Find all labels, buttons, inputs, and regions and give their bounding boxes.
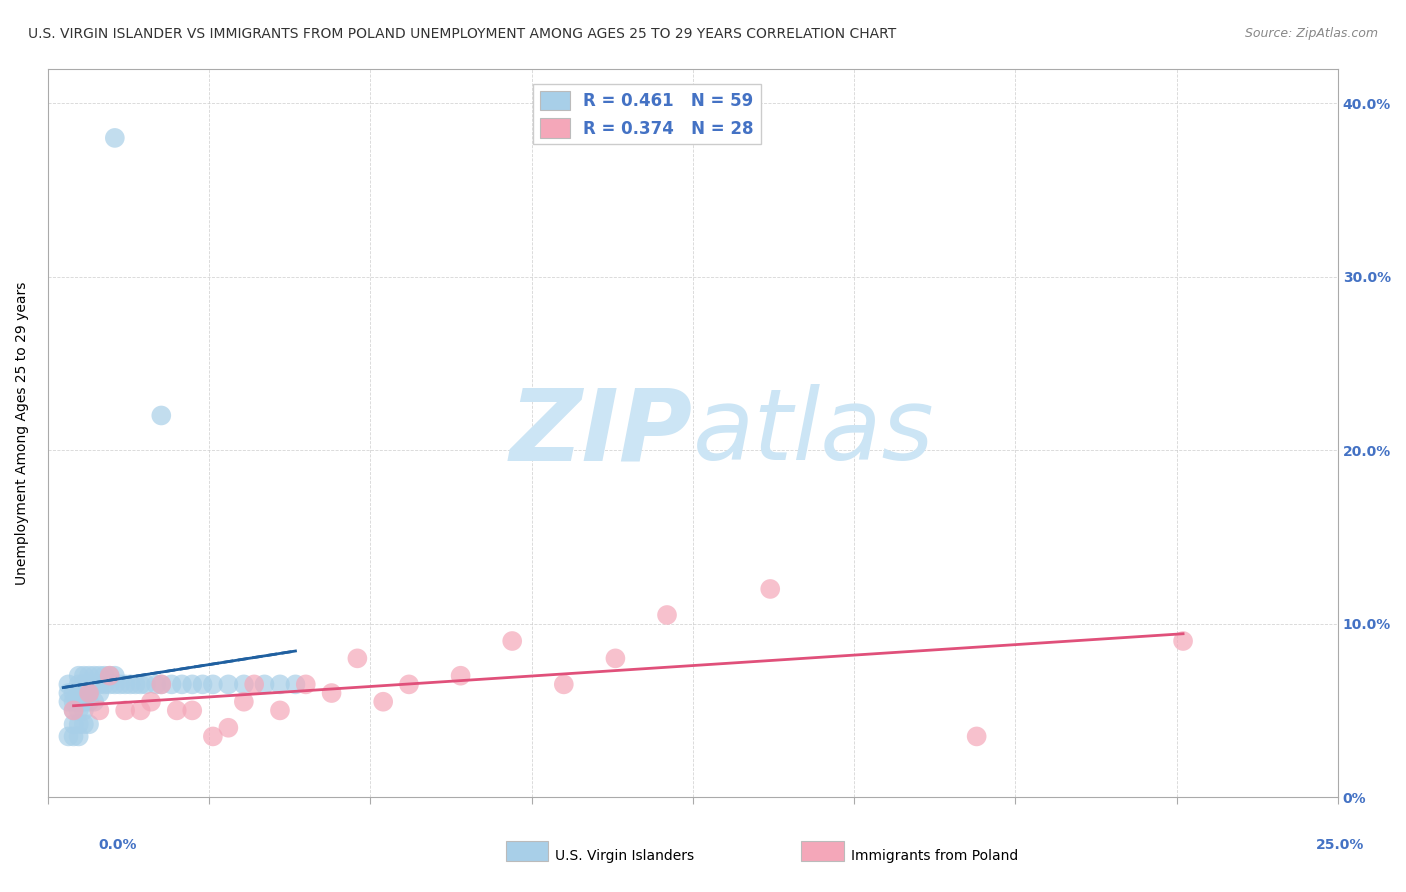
Point [501,634,523,648]
Point [145,677,167,691]
Point [77,686,100,700]
Point [67,695,90,709]
Point [62,686,84,700]
Point [605,651,627,665]
Point [77,717,100,731]
Point [73,677,96,691]
Point [104,677,127,691]
Point [67,730,90,744]
Point [73,669,96,683]
Point [120,677,142,691]
Point [129,677,152,691]
Point [83,669,105,683]
Point [67,669,90,683]
Point [1171,634,1194,648]
Point [58,677,80,691]
Point [269,677,291,691]
Point [217,677,239,691]
Text: 0.0%: 0.0% [98,838,136,853]
Point [77,686,100,700]
Point [150,677,173,691]
Text: U.S. VIRGIN ISLANDER VS IMMIGRANTS FROM POLAND UNEMPLOYMENT AMONG AGES 25 TO 29 : U.S. VIRGIN ISLANDER VS IMMIGRANTS FROM … [28,27,897,41]
Point [170,677,193,691]
Point [89,669,111,683]
Point [181,677,204,691]
Point [89,703,111,717]
Text: ZIP: ZIP [510,384,693,482]
Point [73,703,96,717]
Y-axis label: Unemployment Among Ages 25 to 29 years: Unemployment Among Ages 25 to 29 years [15,281,30,584]
Point [135,677,157,691]
Point [232,677,254,691]
Point [232,695,254,709]
Point [553,677,575,691]
Point [98,669,121,683]
Point [243,677,266,691]
Point [98,677,121,691]
Text: Immigrants from Poland: Immigrants from Poland [851,849,1018,863]
Point [150,677,173,691]
Point [77,695,100,709]
Point [98,669,121,683]
Point [139,695,162,709]
Point [114,703,136,717]
Point [58,730,80,744]
Point [450,669,472,683]
Text: atlas: atlas [693,384,935,482]
Point [346,651,368,665]
Point [104,131,127,145]
Point [58,686,80,700]
Point [89,686,111,700]
Text: 25.0%: 25.0% [1316,838,1364,853]
Point [759,582,782,596]
Point [83,695,105,709]
Point [93,677,115,691]
Point [108,677,131,691]
Point [150,409,173,423]
Point [124,677,146,691]
Legend: R = 0.461   N = 59, R = 0.374   N = 28: R = 0.461 N = 59, R = 0.374 N = 28 [533,84,761,145]
Point [181,703,204,717]
Point [655,607,678,622]
Point [201,677,224,691]
Point [398,677,420,691]
Point [373,695,395,709]
Point [966,730,988,744]
Point [73,717,96,731]
Point [201,730,224,744]
Point [284,677,307,691]
Point [77,669,100,683]
Point [67,717,90,731]
Point [104,669,127,683]
Point [166,703,188,717]
Point [191,677,214,691]
Point [129,703,152,717]
Text: Source: ZipAtlas.com: Source: ZipAtlas.com [1244,27,1378,40]
Point [160,677,183,691]
Point [67,686,90,700]
Point [114,677,136,691]
Point [62,730,84,744]
Text: U.S. Virgin Islanders: U.S. Virgin Islanders [555,849,695,863]
Point [77,677,100,691]
Point [253,677,276,691]
Point [93,669,115,683]
Point [67,677,90,691]
Point [58,695,80,709]
Point [62,695,84,709]
Point [73,686,96,700]
Point [269,703,291,717]
Point [67,703,90,717]
Point [217,721,239,735]
Point [73,695,96,709]
Point [62,703,84,717]
Point [83,677,105,691]
Point [294,677,316,691]
Point [62,703,84,717]
Point [62,717,84,731]
Point [321,686,343,700]
Point [89,677,111,691]
